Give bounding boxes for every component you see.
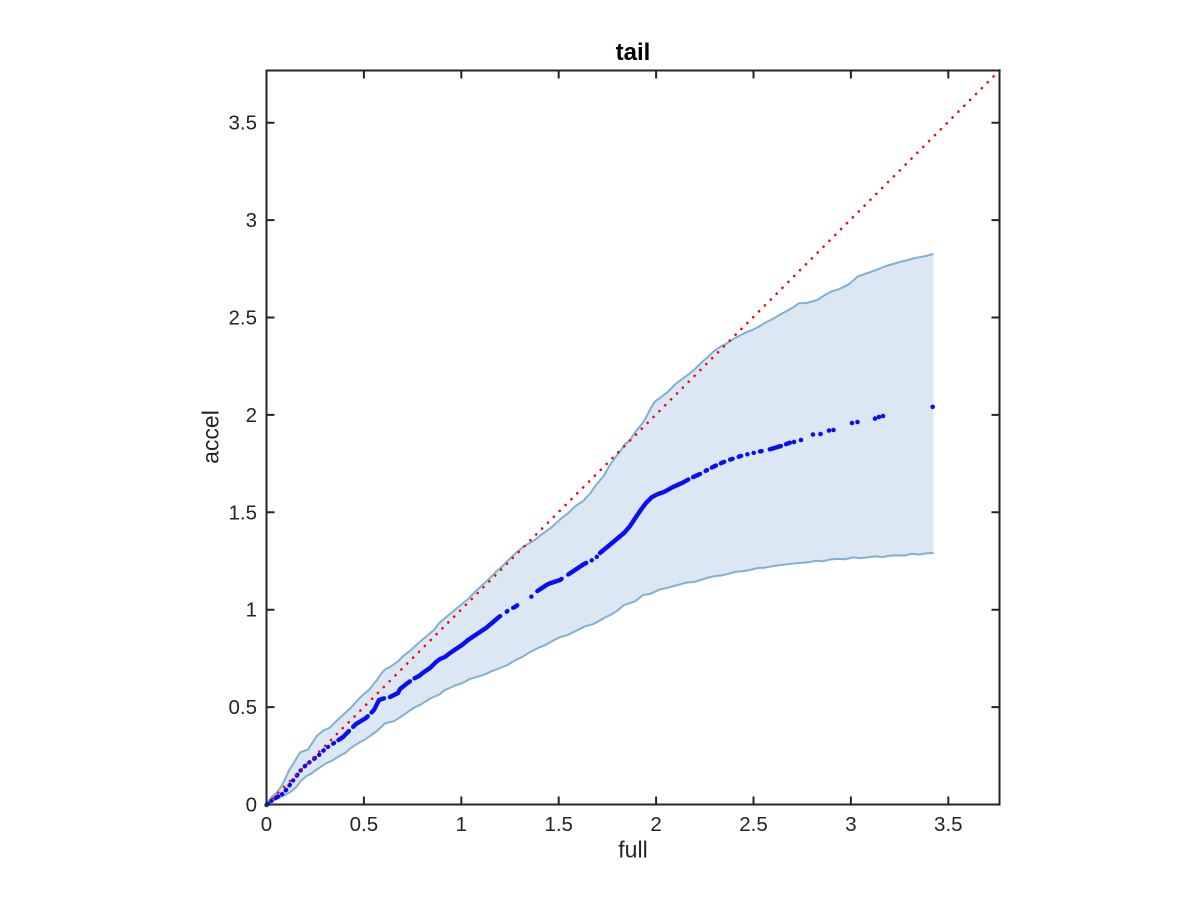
svg-text:2: 2 [650, 813, 661, 836]
svg-text:accel: accel [198, 410, 224, 464]
svg-text:3: 3 [845, 813, 856, 836]
svg-text:0: 0 [246, 794, 257, 817]
svg-text:2.5: 2.5 [229, 307, 258, 330]
svg-text:3.5: 3.5 [934, 813, 963, 836]
svg-text:3: 3 [246, 209, 257, 232]
svg-text:2: 2 [246, 404, 257, 427]
svg-text:0: 0 [261, 813, 272, 836]
svg-text:tail: tail [616, 39, 651, 66]
svg-text:3.5: 3.5 [229, 112, 258, 135]
svg-text:1.5: 1.5 [229, 501, 258, 524]
svg-text:1: 1 [456, 813, 467, 836]
svg-text:0.5: 0.5 [350, 813, 379, 836]
svg-text:1: 1 [246, 599, 257, 622]
svg-text:2.5: 2.5 [739, 813, 768, 836]
svg-text:0.5: 0.5 [229, 696, 258, 719]
svg-text:1.5: 1.5 [544, 813, 573, 836]
svg-text:full: full [618, 837, 647, 863]
